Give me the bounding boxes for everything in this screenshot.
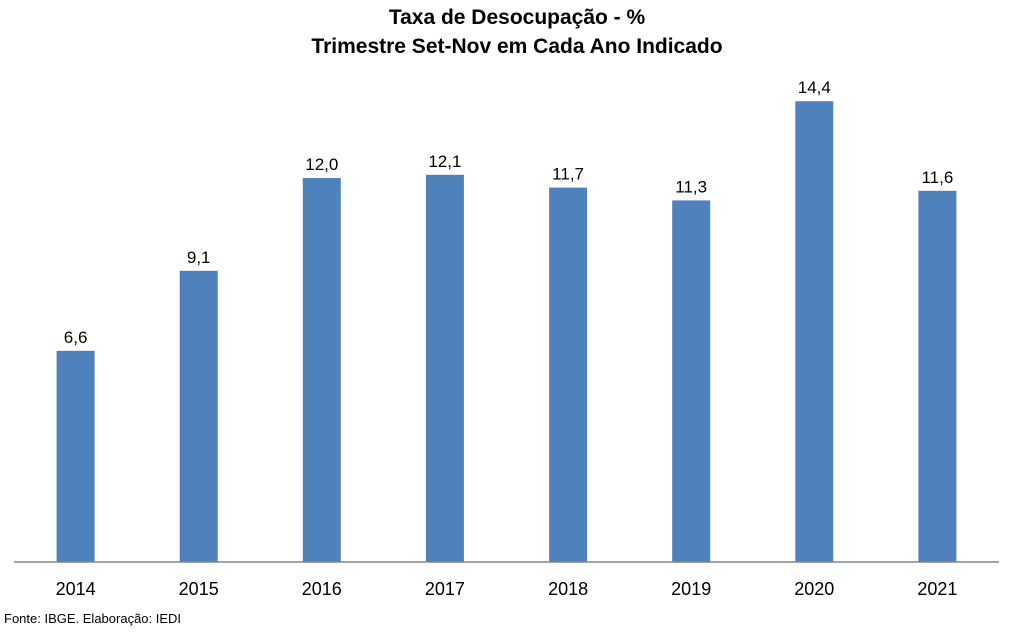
x-tick-label-2021: 2021 <box>917 579 957 599</box>
value-label-2019: 11,3 <box>675 177 707 196</box>
bar-2014 <box>56 350 95 562</box>
bar-2020 <box>795 101 834 562</box>
bar-2021 <box>918 190 957 563</box>
bar-2015 <box>179 270 218 562</box>
x-tick-label-2020: 2020 <box>794 579 834 599</box>
bar-2019 <box>672 200 711 562</box>
bars-group <box>56 101 957 563</box>
x-tick-label-2014: 2014 <box>56 579 96 599</box>
x-tick-label-2019: 2019 <box>671 579 711 599</box>
chart-title: Taxa de Desocupação - % <box>389 6 646 29</box>
value-label-2020: 14,4 <box>798 78 831 97</box>
x-tick-label-2016: 2016 <box>302 579 342 599</box>
value-labels-group: 6,6 9,1 12,0 12,1 11,7 11,3 14,4 11,6 <box>64 78 954 347</box>
x-tick-labels: 2014 2015 2016 2017 2018 2019 2020 2021 <box>56 579 958 599</box>
bar-2018 <box>549 187 588 562</box>
value-label-2018: 11,7 <box>552 165 584 184</box>
value-label-2017: 12,1 <box>428 152 461 171</box>
value-label-2014: 6,6 <box>64 328 88 347</box>
value-label-2015: 9,1 <box>187 248 211 267</box>
x-tick-label-2018: 2018 <box>548 579 588 599</box>
x-tick-label-2015: 2015 <box>179 579 219 599</box>
bar-2017 <box>425 174 464 563</box>
value-label-2016: 12,0 <box>305 155 338 174</box>
x-tick-label-2017: 2017 <box>425 579 465 599</box>
value-label-2021: 11,6 <box>921 168 953 187</box>
source-note: Fonte: IBGE. Elaboração: IEDI <box>4 611 182 626</box>
bar-2016 <box>302 178 341 562</box>
chart-subtitle: Trimestre Set-Nov em Cada Ano Indicado <box>311 35 722 58</box>
